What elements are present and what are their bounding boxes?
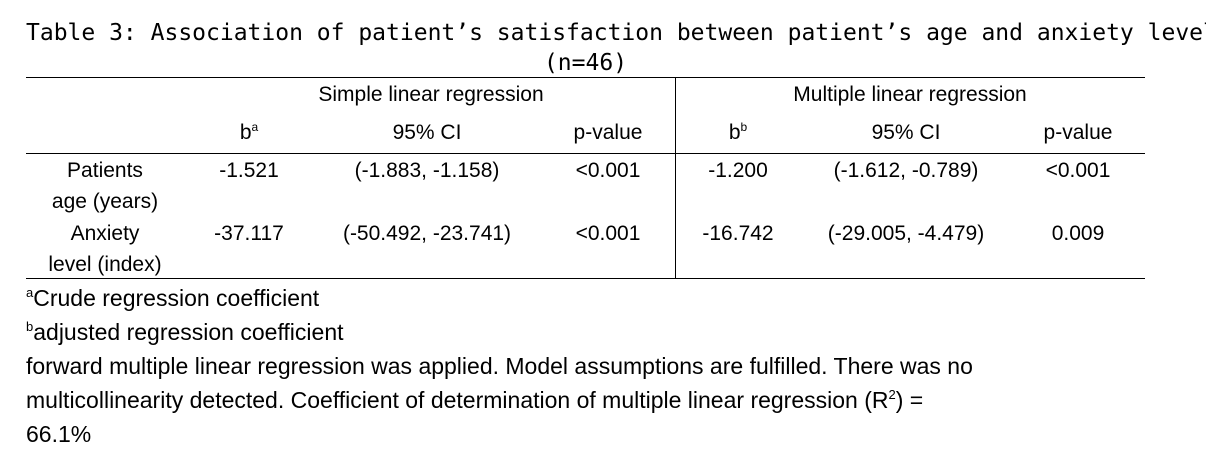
table-title: Table 3: Association of patient’s satisf… bbox=[26, 20, 1206, 46]
table-cell: <0.001 bbox=[575, 222, 641, 245]
footnote-note-line2: multicollinearity detected. Coefficient … bbox=[26, 387, 924, 413]
row-label-patients-age: Patients age (years) bbox=[51, 159, 159, 213]
table-cell: (-1.612, -0.789) bbox=[833, 159, 979, 182]
table-cell: (-29.005, -4.479) bbox=[827, 222, 985, 245]
table-cell: (-50.492, -23.741) bbox=[342, 222, 512, 245]
footnote-a: aCrude regression coefficient bbox=[26, 285, 320, 311]
table-bottom-rule bbox=[26, 278, 1145, 279]
table-cell: -37.117 bbox=[214, 222, 284, 245]
table-group-divider bbox=[675, 78, 676, 279]
table-cell: (-1.883, -1.158) bbox=[354, 159, 500, 182]
column-header-b-simple: ba bbox=[239, 120, 259, 144]
table-cell: -1.200 bbox=[708, 159, 768, 182]
column-header-p-simple: p-value bbox=[573, 121, 643, 144]
table-title-sample-size: (n=46) bbox=[543, 50, 628, 76]
footnote-note-line3: 66.1% bbox=[26, 421, 92, 447]
column-header-ci-multiple: 95% CI bbox=[871, 121, 941, 144]
footnote-b: badjusted regression coefficient bbox=[26, 319, 344, 345]
table-cell: -16.742 bbox=[702, 222, 774, 245]
column-header-ci-simple: 95% CI bbox=[392, 121, 462, 144]
table-cell: <0.001 bbox=[575, 159, 641, 182]
table-cell: <0.001 bbox=[1045, 159, 1111, 182]
table-cell: 0.009 bbox=[1051, 222, 1105, 245]
column-header-p-multiple: p-value bbox=[1043, 121, 1113, 144]
group-header-multiple: Multiple linear regression bbox=[793, 83, 1027, 106]
table-header-rule bbox=[26, 153, 1145, 154]
footnote-note-line1: forward multiple linear regression was a… bbox=[26, 353, 973, 379]
table-cell: -1.521 bbox=[219, 159, 279, 182]
group-header-simple: Simple linear regression bbox=[318, 83, 544, 106]
column-header-b-multiple: bb bbox=[728, 120, 748, 144]
table-top-rule bbox=[26, 77, 1145, 78]
row-label-anxiety-level: Anxiety level (index) bbox=[48, 222, 162, 276]
